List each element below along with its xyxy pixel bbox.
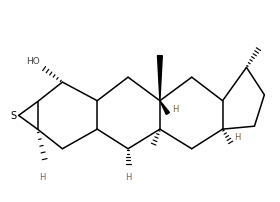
- Text: H: H: [235, 133, 241, 142]
- Text: H: H: [39, 173, 46, 181]
- Polygon shape: [160, 101, 169, 115]
- Text: H: H: [172, 104, 178, 114]
- Polygon shape: [158, 56, 162, 101]
- Text: S: S: [10, 111, 17, 121]
- Text: HO: HO: [27, 57, 40, 66]
- Text: H: H: [125, 173, 131, 181]
